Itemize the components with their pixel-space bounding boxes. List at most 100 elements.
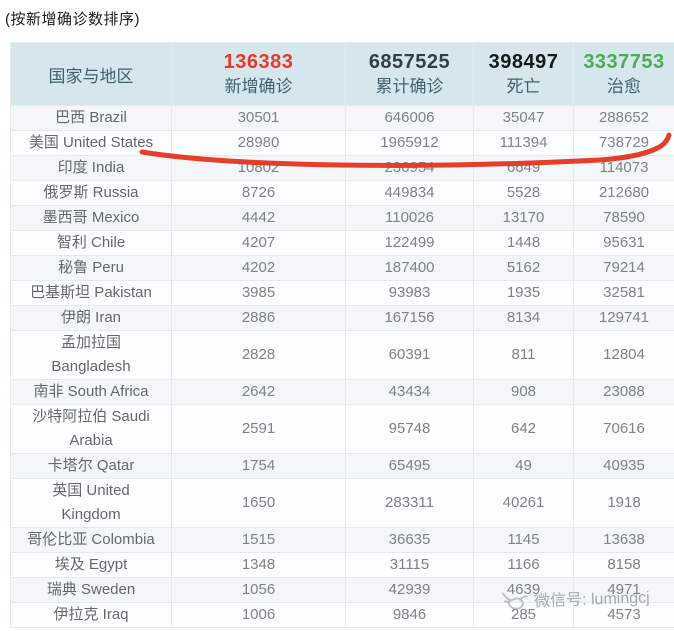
label-new-confirmed: 新增确诊 xyxy=(224,77,293,96)
header-cured: 3337753 治愈 xyxy=(573,42,674,106)
table-row: 巴基斯坦 Pakistan 3985 93983 1935 32581 xyxy=(10,280,674,306)
header-row: 国家与地区 136383 新增确诊 6857525 累计确诊 398497 死亡… xyxy=(10,42,674,106)
table-row: 智利 Chile 4207 122499 1448 95631 xyxy=(10,230,674,256)
new-confirmed-cell: 8726 xyxy=(171,180,346,206)
cured-cell: 79214 xyxy=(573,255,674,281)
country-cell: 哥伦比亚 Colombia xyxy=(10,527,172,553)
cumulative-confirmed-cell: 122499 xyxy=(345,230,474,256)
deaths-cell: 811 xyxy=(473,330,574,380)
new-confirmed-cell: 2886 xyxy=(171,305,346,331)
cumulative-confirmed-cell: 95748 xyxy=(345,404,474,454)
country-cell: 沙特阿拉伯 Saudi Arabia xyxy=(10,404,172,454)
new-confirmed-cell: 4202 xyxy=(171,255,346,281)
cured-cell: 212680 xyxy=(573,180,674,206)
label-cured: 治愈 xyxy=(607,77,641,96)
table-row: 俄罗斯 Russia 8726 449834 5528 212680 xyxy=(10,180,674,206)
cured-cell: 78590 xyxy=(573,205,674,231)
cured-cell: 114073 xyxy=(573,155,674,181)
table-row: 秘鲁 Peru 4202 187400 5162 79214 xyxy=(10,255,674,281)
country-cell: 墨西哥 Mexico xyxy=(10,205,172,231)
new-confirmed-cell: 4442 xyxy=(171,205,346,231)
table-row: 巴西 Brazil 30501 646006 35047 288652 xyxy=(10,105,674,131)
cured-cell: 4573 xyxy=(573,602,674,628)
table-row: 沙特阿拉伯 Saudi Arabia 2591 95748 642 70616 xyxy=(10,404,674,454)
cumulative-confirmed-cell: 1965912 xyxy=(345,130,474,156)
cured-cell: 13638 xyxy=(573,527,674,553)
cumulative-confirmed-cell: 9846 xyxy=(345,602,474,628)
table-row: 英国 United Kingdom 1650 283311 40261 1918 xyxy=(10,478,674,528)
header-country: 国家与地区 xyxy=(10,42,172,106)
table-row: 伊拉克 Iraq 1006 9846 285 4573 xyxy=(10,602,674,628)
table-row: 孟加拉国 Bangladesh 2828 60391 811 12804 xyxy=(10,330,674,380)
cured-cell: 288652 xyxy=(573,105,674,131)
cumulative-confirmed-cell: 110026 xyxy=(345,205,474,231)
cumulative-confirmed-cell: 43434 xyxy=(345,379,474,405)
total-new-confirmed: 136383 xyxy=(223,51,294,73)
new-confirmed-cell: 2828 xyxy=(171,330,346,380)
cumulative-confirmed-cell: 449834 xyxy=(345,180,474,206)
cured-cell: 32581 xyxy=(573,280,674,306)
cumulative-confirmed-cell: 65495 xyxy=(345,453,474,479)
country-cell: 智利 Chile xyxy=(10,230,172,256)
label-cumulative-confirmed: 累计确诊 xyxy=(375,77,444,96)
cured-cell: 8158 xyxy=(573,552,674,578)
country-cell: 印度 India xyxy=(10,155,172,181)
header-cumulative-confirmed: 6857525 累计确诊 xyxy=(345,42,474,106)
deaths-cell: 49 xyxy=(473,453,574,479)
total-deaths: 398497 xyxy=(488,51,559,73)
cumulative-confirmed-cell: 283311 xyxy=(345,478,474,528)
new-confirmed-cell: 1515 xyxy=(171,527,346,553)
new-confirmed-cell: 30501 xyxy=(171,105,346,131)
country-cell: 孟加拉国 Bangladesh xyxy=(10,330,172,380)
table-row: 瑞典 Sweden 1056 42939 4639 4971 xyxy=(10,577,674,603)
total-cumulative-confirmed: 6857525 xyxy=(368,51,451,73)
cumulative-confirmed-cell: 36635 xyxy=(345,527,474,553)
new-confirmed-cell: 28980 xyxy=(171,130,346,156)
new-confirmed-cell: 4207 xyxy=(171,230,346,256)
deaths-cell: 5162 xyxy=(473,255,574,281)
country-cell: 埃及 Egypt xyxy=(10,552,172,578)
cured-cell: 12804 xyxy=(573,330,674,380)
watermark-text: 微信号: lumingcj xyxy=(533,589,650,611)
table-row: 埃及 Egypt 1348 31115 1166 8158 xyxy=(10,552,674,578)
new-confirmed-cell: 3985 xyxy=(171,280,346,306)
deaths-cell: 1145 xyxy=(473,527,574,553)
deaths-cell: 8134 xyxy=(473,305,574,331)
page-title: (按新增确诊数排序) xyxy=(5,11,140,28)
cumulative-confirmed-cell: 60391 xyxy=(345,330,474,380)
deaths-cell: 908 xyxy=(473,379,574,405)
deaths-cell: 13170 xyxy=(473,205,574,231)
country-cell: 巴基斯坦 Pakistan xyxy=(10,280,172,306)
table-row: 卡塔尔 Qatar 1754 65495 49 40935 xyxy=(10,453,674,479)
deaths-cell: 5528 xyxy=(473,180,574,206)
country-cell: 卡塔尔 Qatar xyxy=(10,453,172,479)
country-cell: 南非 South Africa xyxy=(10,379,172,405)
header-deaths: 398497 死亡 xyxy=(473,42,574,106)
table-row: 墨西哥 Mexico 4442 110026 13170 78590 xyxy=(10,205,674,231)
cumulative-confirmed-cell: 646006 xyxy=(345,105,474,131)
cured-cell: 70616 xyxy=(573,404,674,454)
new-confirmed-cell: 10802 xyxy=(171,155,346,181)
label-deaths: 死亡 xyxy=(506,77,541,96)
new-confirmed-cell: 2591 xyxy=(171,404,346,454)
cumulative-confirmed-cell: 236954 xyxy=(345,155,474,181)
cured-cell: 129741 xyxy=(573,305,674,331)
deaths-cell: 6649 xyxy=(473,155,574,181)
country-cell: 俄罗斯 Russia xyxy=(10,180,172,206)
deaths-cell: 1935 xyxy=(473,280,574,306)
table-row: 印度 India 10802 236954 6649 114073 xyxy=(10,155,674,181)
watermark-sketch-icon xyxy=(501,592,528,610)
cumulative-confirmed-cell: 31115 xyxy=(345,552,474,578)
cured-cell: 4971 xyxy=(573,577,674,603)
total-cured: 3337753 xyxy=(583,51,665,73)
country-cell: 巴西 Brazil xyxy=(10,105,172,131)
table-row: 伊朗 Iran 2886 167156 8134 129741 xyxy=(10,305,674,331)
watermark: 微信号: lumingcj xyxy=(500,582,650,613)
country-cell: 伊拉克 Iraq xyxy=(10,602,172,628)
cumulative-confirmed-cell: 167156 xyxy=(345,305,474,331)
table-row: 哥伦比亚 Colombia 1515 36635 1145 13638 xyxy=(10,527,674,553)
covid-stats-table-wrap: 国家与地区 136383 新增确诊 6857525 累计确诊 398497 死亡… xyxy=(10,42,674,628)
cumulative-confirmed-cell: 187400 xyxy=(345,255,474,281)
country-cell: 英国 United Kingdom xyxy=(10,478,172,528)
country-cell: 瑞典 Sweden xyxy=(10,577,172,603)
